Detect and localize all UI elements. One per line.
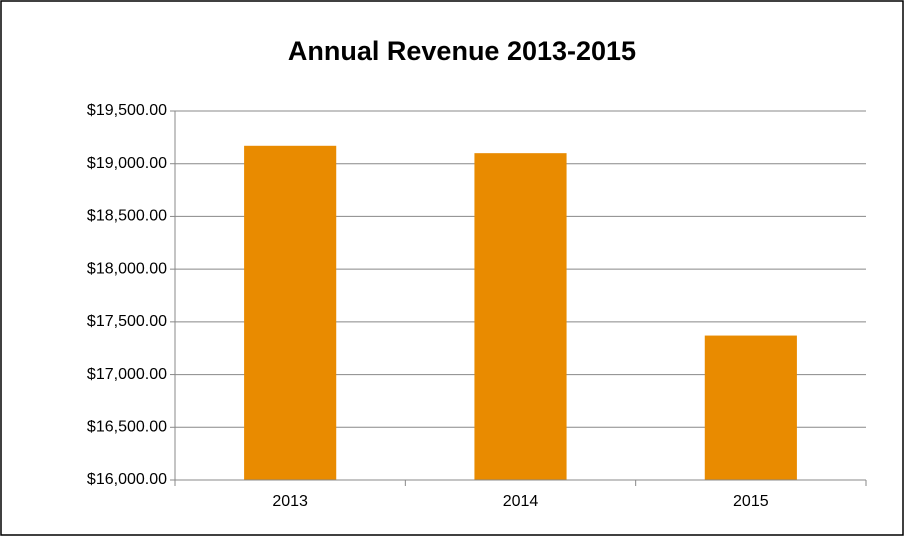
y-tick-label: $19,500.00: [87, 102, 167, 119]
x-tick-label: 2014: [503, 493, 539, 510]
x-tick-label: 2015: [733, 493, 769, 510]
bar: [704, 335, 797, 480]
y-tick-label: $18,000.00: [87, 260, 167, 277]
x-tick-label: 2013: [272, 493, 308, 510]
y-tick-label: $17,500.00: [87, 313, 167, 330]
bar: [244, 145, 337, 480]
chart-title: Annual Revenue 2013-2015: [288, 36, 636, 66]
y-tick-label: $17,000.00: [87, 366, 167, 383]
y-tick-label: $19,000.00: [87, 155, 167, 172]
y-tick-label: $16,500.00: [87, 419, 167, 436]
y-tick-label: $18,500.00: [87, 208, 167, 225]
bar: [474, 153, 567, 480]
y-tick-label: $16,000.00: [87, 471, 167, 488]
